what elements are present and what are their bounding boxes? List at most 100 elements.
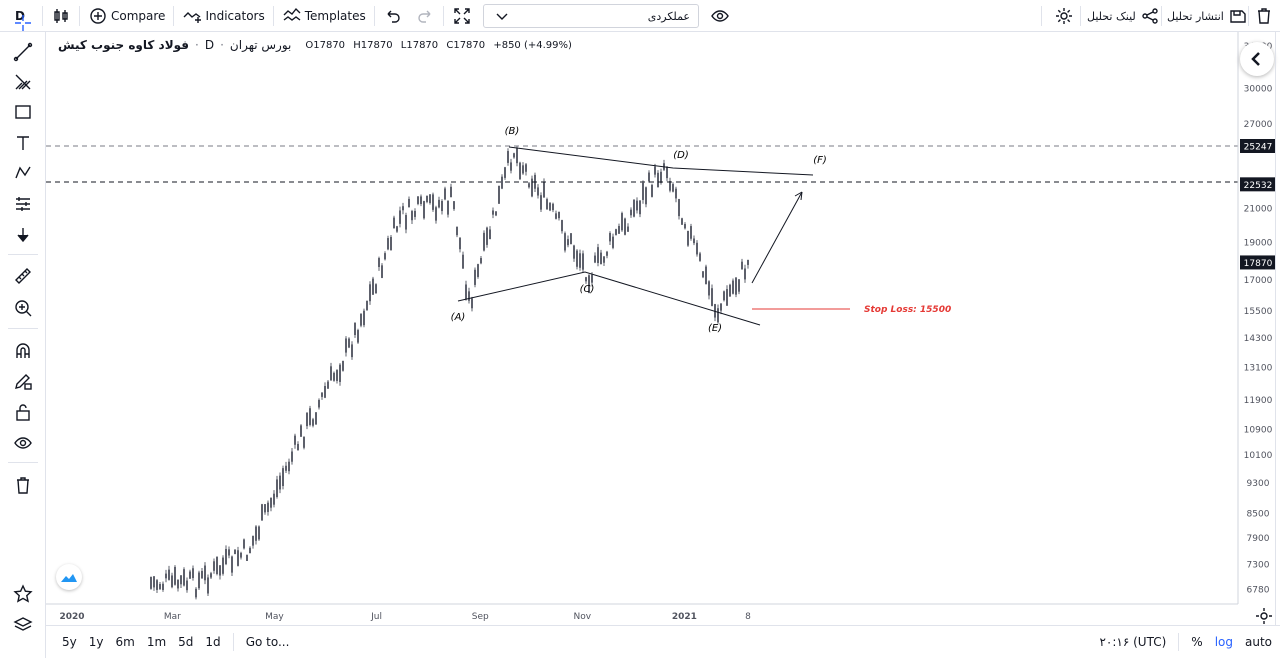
candle-body xyxy=(738,279,740,292)
timezone-button[interactable]: ۲۰:۱۶ (UTC) xyxy=(1099,635,1167,649)
price-tick-label: 7300 xyxy=(1247,561,1270,571)
candle-body xyxy=(228,549,230,556)
tradingview-logo[interactable] xyxy=(56,564,82,590)
log-toggle[interactable]: log xyxy=(1214,635,1233,649)
candle-body xyxy=(744,268,746,280)
range-5d[interactable]: 5d xyxy=(178,635,194,649)
candle-body xyxy=(630,209,632,216)
candle-body xyxy=(297,443,299,451)
undo-button[interactable] xyxy=(377,0,409,32)
price-tick-label: 7900 xyxy=(1247,534,1270,544)
divider xyxy=(42,5,43,26)
divider xyxy=(373,5,375,26)
legend-interval: D xyxy=(204,38,215,52)
candle-body xyxy=(267,502,269,512)
layout-select[interactable]: عملکردی xyxy=(483,4,699,28)
axis-settings-button[interactable] xyxy=(1254,606,1274,629)
candle-body xyxy=(222,557,224,574)
zoom-tool[interactable] xyxy=(11,296,35,320)
favorites-tool[interactable] xyxy=(11,582,35,606)
candle-body xyxy=(513,153,515,158)
hide-drawings-button[interactable] xyxy=(710,6,730,29)
candle-body xyxy=(702,271,704,278)
remove-drawings-tool[interactable] xyxy=(11,473,35,497)
price-tag-bg xyxy=(1240,255,1276,270)
candle-body xyxy=(210,573,212,578)
candle-body xyxy=(720,303,722,311)
goto-button[interactable]: Go to... xyxy=(245,635,290,649)
auto-toggle[interactable]: auto xyxy=(1244,635,1272,649)
stay-drawing-tool[interactable] xyxy=(11,369,35,393)
candle-body xyxy=(696,242,698,255)
fullscreen-button[interactable] xyxy=(446,0,478,32)
divider xyxy=(1248,6,1249,26)
arrow-tool[interactable] xyxy=(11,223,35,247)
divider xyxy=(442,5,444,26)
compare-button[interactable]: Compare xyxy=(82,0,171,32)
wave-upper-line xyxy=(508,146,814,176)
price-tag: 22532 xyxy=(1244,181,1273,191)
interval-button[interactable]: D xyxy=(0,0,40,32)
candle-body xyxy=(201,570,203,579)
legend-symbol[interactable]: فولاد کاوه جنوب کیش xyxy=(58,38,190,52)
eye-icon xyxy=(14,437,32,449)
templates-button[interactable]: Templates xyxy=(276,0,372,32)
candle-body xyxy=(540,195,542,210)
magnet-tool[interactable] xyxy=(11,339,35,363)
candle-body xyxy=(243,539,245,549)
fib-tool[interactable] xyxy=(11,70,35,94)
pattern-tool[interactable] xyxy=(11,161,35,185)
text-tool[interactable] xyxy=(11,131,35,155)
candle-body xyxy=(372,278,374,295)
indicators-label: Indicators xyxy=(205,8,265,23)
redo-button[interactable] xyxy=(409,0,441,32)
range-6m[interactable]: 6m xyxy=(115,635,135,649)
wave-label-f: (F) xyxy=(813,155,827,166)
candle-body xyxy=(456,226,458,236)
publish-button[interactable]: انتشار تحلیل xyxy=(1167,6,1248,26)
candle-body xyxy=(606,251,608,256)
share-link-button[interactable]: لینک تحلیل xyxy=(1087,6,1160,26)
candle-body xyxy=(339,364,341,382)
trendline-tool[interactable] xyxy=(11,40,35,64)
delete-button[interactable] xyxy=(1254,6,1274,29)
candle-body xyxy=(465,284,467,300)
percent-toggle[interactable]: % xyxy=(1191,635,1203,649)
crosshair-tool[interactable] xyxy=(11,11,35,35)
rectangle-tool[interactable] xyxy=(11,100,35,124)
divider xyxy=(173,5,175,26)
price-tag: 25247 xyxy=(1244,143,1273,153)
candle-body xyxy=(354,322,356,336)
range-5y[interactable]: 5y xyxy=(62,635,77,649)
candle-body xyxy=(447,200,449,215)
candle-body xyxy=(288,461,290,472)
fullscreen-icon xyxy=(452,6,472,26)
price-tick-label: 17000 xyxy=(1244,276,1273,286)
candle-body xyxy=(405,215,407,230)
prediction-tool[interactable] xyxy=(11,192,35,216)
measure-tool[interactable] xyxy=(11,264,35,288)
candle-body xyxy=(642,182,644,200)
indicators-button[interactable]: Indicators xyxy=(176,0,270,32)
candle-body xyxy=(717,308,719,323)
range-1m[interactable]: 1m xyxy=(146,635,167,649)
zoom-in-icon xyxy=(15,300,32,317)
visibility-tool[interactable] xyxy=(11,431,35,455)
price-tick-label: 15500 xyxy=(1244,307,1273,317)
chevron-down-icon xyxy=(492,6,512,26)
candle-body xyxy=(495,211,497,216)
object-tree-tool[interactable] xyxy=(11,613,35,637)
candle-body xyxy=(669,181,671,191)
settings-button[interactable] xyxy=(1054,6,1074,29)
candle-body xyxy=(453,201,455,210)
drawing-toolbar xyxy=(0,15,46,658)
candle-body xyxy=(588,275,590,294)
interval-label: D xyxy=(15,8,25,23)
toggle-widget-button[interactable] xyxy=(1240,42,1274,76)
range-1d[interactable]: 1d xyxy=(205,635,221,649)
arrow-down-icon xyxy=(17,228,29,243)
price-tick-label: 6780 xyxy=(1247,586,1270,596)
range-1y[interactable]: 1y xyxy=(88,635,104,649)
chart-style-button[interactable] xyxy=(45,0,77,32)
lock-tool[interactable] xyxy=(11,400,35,424)
